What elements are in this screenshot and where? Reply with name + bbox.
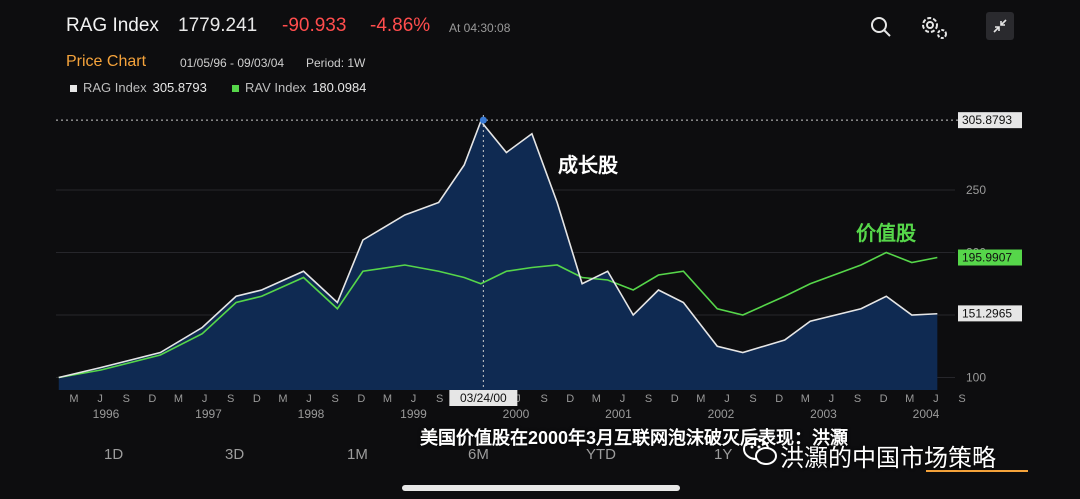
tab-1y[interactable]: 1Y <box>714 446 733 463</box>
x-tick-label: M <box>696 393 705 405</box>
price-chart-label: Price Chart <box>66 53 147 70</box>
x-year-label: 1996 <box>93 407 120 421</box>
x-year-label: 2000 <box>503 407 530 421</box>
price-change-pct: -4.86% <box>370 15 431 36</box>
caption-text: 美国价值股在2000年3月互联网泡沫破灭后表现：洪灝 <box>420 428 849 448</box>
x-tick-label: M <box>592 393 601 405</box>
index-title: RAG Index <box>66 15 159 36</box>
rav-last-label-box <box>958 249 1022 266</box>
active-tab-indicator <box>926 470 1028 472</box>
legend-value: 180.0984 <box>312 80 367 95</box>
x-year-label: 1999 <box>400 407 427 421</box>
annotation-value: 价值股 <box>856 221 916 245</box>
legend-swatch <box>232 85 239 93</box>
x-tick-label: J <box>306 393 312 405</box>
annotation-growth: 成长股 <box>558 153 618 177</box>
period-label[interactable]: Period: 1W <box>306 56 366 70</box>
x-tick-label: J <box>515 393 521 405</box>
date-range: 01/05/96 - 09/03/04 <box>180 56 285 70</box>
x-tick-label: M <box>278 393 287 405</box>
x-tick-label: S <box>227 393 234 405</box>
x-tick-label: D <box>775 393 783 405</box>
x-tick-label: J <box>202 393 208 405</box>
x-tick-label: M <box>69 393 78 405</box>
last-price: 1779.241 <box>178 15 258 36</box>
tab-1d[interactable]: 1D <box>104 446 124 463</box>
x-tick-label: M <box>174 393 183 405</box>
y-tick-label: 250 <box>966 183 986 197</box>
collapse-icon[interactable] <box>986 12 1014 40</box>
home-indicator[interactable] <box>402 485 680 491</box>
x-tick-label: M <box>905 393 914 405</box>
tab-6m[interactable]: 6M <box>468 446 489 463</box>
x-tick-label: D <box>566 393 574 405</box>
legend-item-rav: RAV Index 180.0984 <box>232 80 366 95</box>
rav-last-label: 195.9907 <box>962 251 1012 265</box>
x-tick-label: D <box>253 393 261 405</box>
growth-area <box>58 121 938 390</box>
peak-value-label-box <box>958 112 1022 129</box>
x-year-label: 2004 <box>913 407 940 421</box>
x-year-label: 1997 <box>195 407 222 421</box>
price-chart[interactable]: 100150200250305.8793195.9907151.2965成长股价… <box>0 100 1080 430</box>
gear-icon[interactable] <box>917 12 949 42</box>
x-year-label: 1998 <box>298 407 325 421</box>
y-tick-label: 100 <box>966 371 986 385</box>
crosshair-date-box <box>449 390 518 406</box>
x-tick-label: S <box>540 393 547 405</box>
timestamp: At 04:30:08 <box>449 21 511 35</box>
x-tick-label: S <box>645 393 652 405</box>
rag-last-label: 151.2965 <box>962 306 1012 320</box>
x-year-label: 2002 <box>708 407 735 421</box>
watermark-text: 洪灝的中国市场策略 <box>780 445 996 472</box>
x-tick-label: J <box>829 393 835 405</box>
x-tick-label: M <box>383 393 392 405</box>
price-change: -90.933 <box>282 15 347 36</box>
x-tick-label: J <box>933 393 939 405</box>
tab-ytd[interactable]: YTD <box>586 446 616 463</box>
x-tick-label: S <box>123 393 130 405</box>
x-tick-label: S <box>958 393 965 405</box>
header-bar: RAG Index 1779.241 -90.933 -4.86% At 04:… <box>0 0 1080 50</box>
x-tick-label: S <box>749 393 756 405</box>
legend-name: RAG Index <box>83 80 147 95</box>
x-tick-label: M <box>801 393 810 405</box>
x-tick-label: J <box>97 393 103 405</box>
peak-value-label: 305.8793 <box>962 113 1012 127</box>
x-year-label: 2001 <box>605 407 632 421</box>
x-tick-label: D <box>880 393 888 405</box>
x-tick-label: J <box>620 393 626 405</box>
series-line-rag <box>58 119 938 379</box>
tab-1m[interactable]: 1M <box>347 446 368 463</box>
legend-name: RAV Index <box>245 80 307 95</box>
rag-last-label-box <box>958 305 1022 322</box>
x-tick-label: D <box>148 393 156 405</box>
x-tick-label: J <box>411 393 417 405</box>
x-tick-label: S <box>854 393 861 405</box>
tab-3d[interactable]: 3D <box>225 446 245 463</box>
x-year-label: 2003 <box>810 407 837 421</box>
legend-swatch <box>70 85 77 93</box>
series-line-rav <box>58 251 938 379</box>
search-icon[interactable] <box>868 14 894 40</box>
wechat-icon <box>742 436 778 468</box>
legend-item-rag: RAG Index 305.8793 <box>70 80 207 95</box>
x-tick-label: D <box>357 393 365 405</box>
x-tick-label: J <box>724 393 730 405</box>
x-tick-label: S <box>332 393 339 405</box>
x-tick-label: S <box>436 393 443 405</box>
crosshair-date-label: 03/24/00 <box>460 391 507 405</box>
crosshair-point <box>479 116 487 124</box>
legend-value: 305.8793 <box>152 80 207 95</box>
x-tick-label: D <box>671 393 679 405</box>
